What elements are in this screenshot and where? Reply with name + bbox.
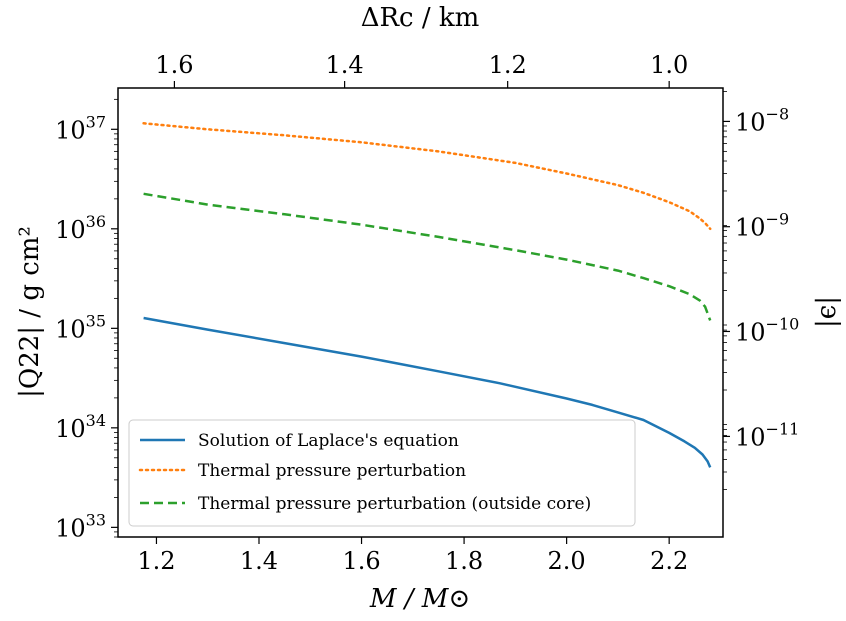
- top-x-axis-label: ΔRc / km: [361, 3, 480, 33]
- right-y-tick-label: 10−10: [735, 314, 799, 346]
- series-line: [143, 192, 712, 321]
- x-axis-label: M / M⊙: [369, 584, 470, 614]
- series-line: [142, 122, 712, 231]
- x-tick-label: 1.6: [342, 547, 380, 575]
- x-tick-label: 1.2: [137, 547, 175, 575]
- tick-group: 1.2 1.4 1.6 1.8 2.0 2.2 1.6 1.4 1.2 1.0 1033 1034 10…: [55, 51, 799, 575]
- legend-box: [128, 419, 636, 527]
- legend-label-thermal-outside: Thermal pressure perturbation (outside c…: [198, 494, 591, 514]
- x-tick-label: 1.4: [240, 547, 278, 575]
- series-line: [143, 316, 712, 468]
- top-x-tick-label: 1.2: [489, 51, 527, 79]
- legend: Solution of Laplace's equation Thermal p…: [128, 419, 636, 527]
- x-tick-label: 2.0: [548, 547, 586, 575]
- top-x-tick-label: 1.0: [650, 51, 688, 79]
- top-x-tick-label: 1.6: [155, 51, 193, 79]
- y-tick-label: 1033: [55, 510, 106, 542]
- y-tick-label: 1035: [55, 311, 106, 343]
- right-y-tick-label: 10−9: [735, 210, 789, 242]
- y-tick-label: 1036: [55, 212, 106, 244]
- legend-label-laplace: Solution of Laplace's equation: [198, 431, 459, 451]
- y-tick-label: 1034: [55, 411, 106, 443]
- right-y-axis-label: |ϵ|: [812, 296, 842, 328]
- right-y-tick-label: 10−11: [735, 419, 799, 451]
- right-y-tick-label: 10−8: [735, 104, 789, 136]
- y-axis-label: |Q22| / g cm²: [15, 226, 45, 398]
- x-tick-label: 2.2: [650, 547, 688, 575]
- y-tick-label: 1037: [55, 112, 106, 144]
- legend-label-thermal: Thermal pressure perturbation: [198, 461, 466, 481]
- top-x-tick-label: 1.4: [326, 51, 364, 79]
- series-group: [142, 122, 712, 468]
- x-tick-label: 1.8: [445, 547, 483, 575]
